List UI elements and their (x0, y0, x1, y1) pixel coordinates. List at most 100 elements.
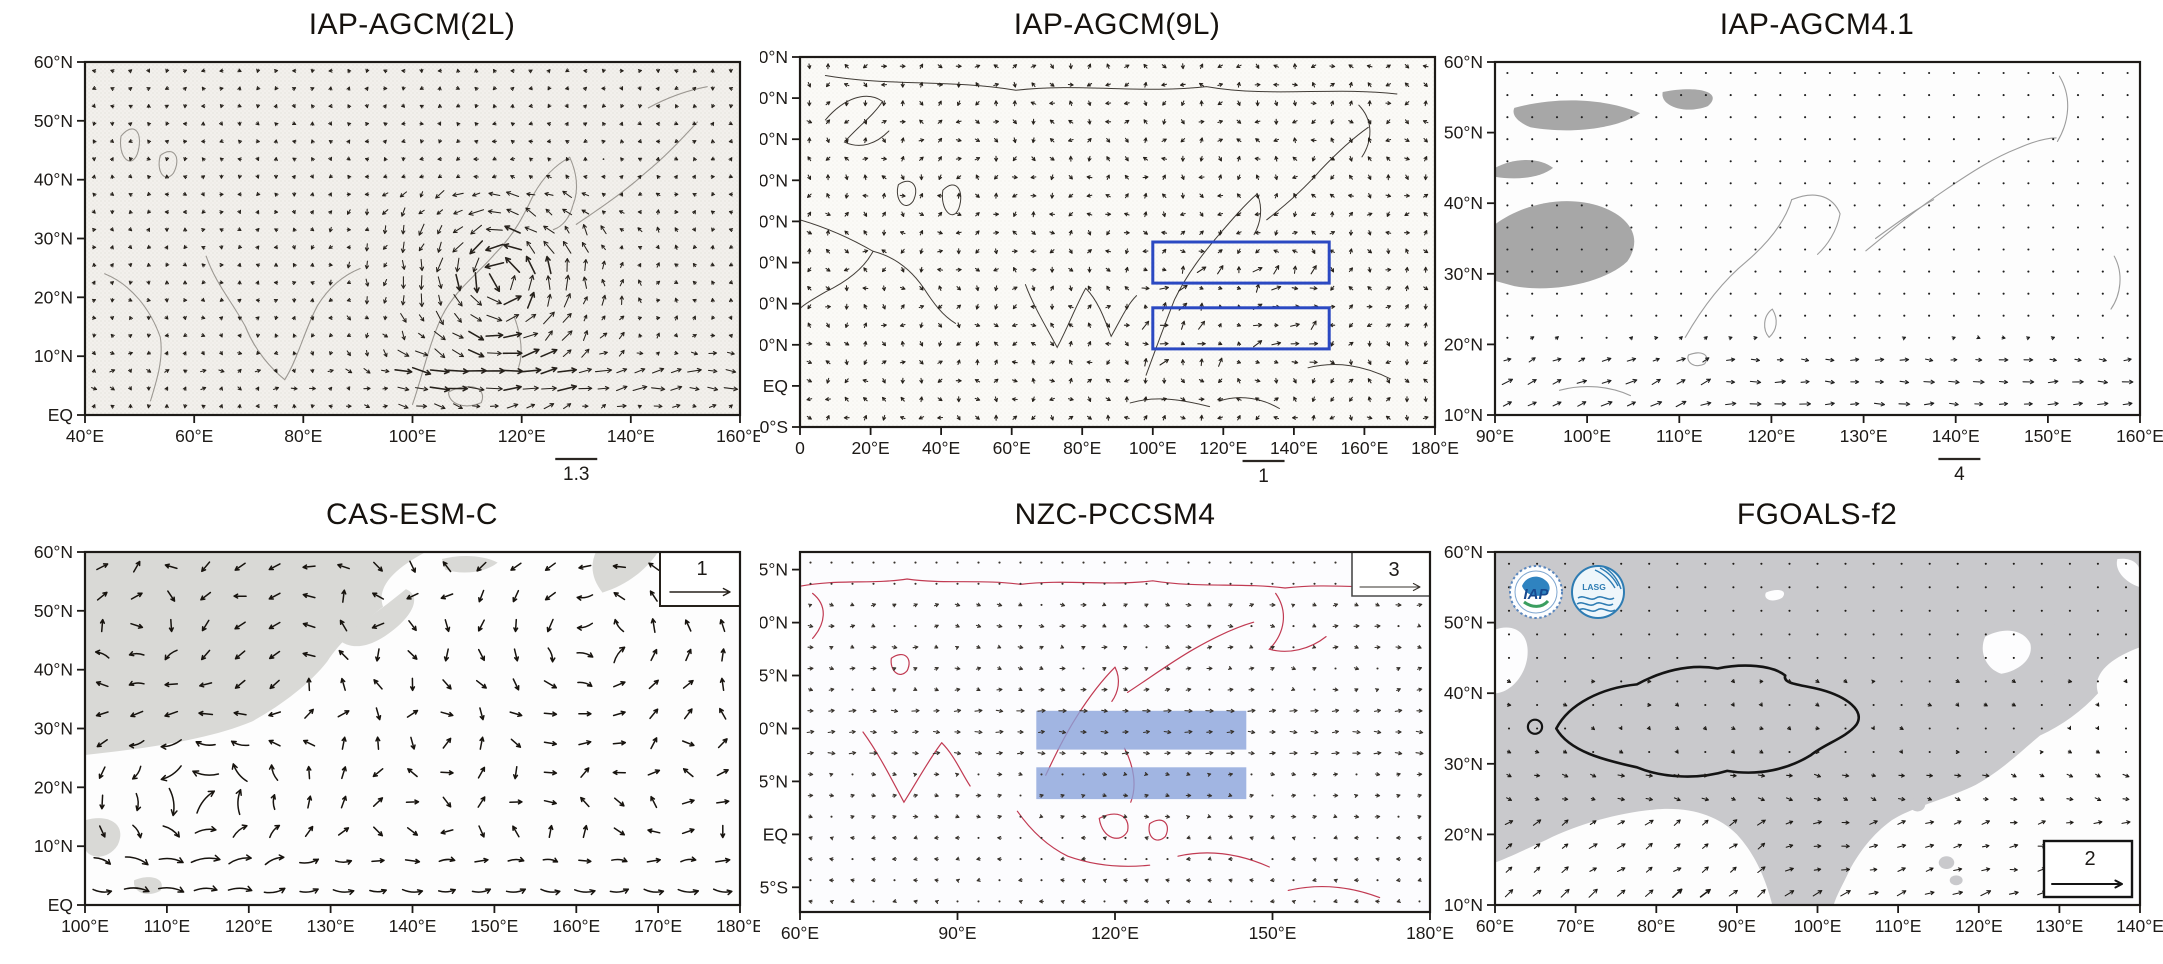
reference-scale-label: 3 (1388, 559, 1399, 581)
y-axis-tick-label: 20°N (1444, 334, 1483, 354)
reference-scale-label: 1 (696, 558, 707, 580)
x-axis-tick-label: 120°E (1199, 438, 1247, 458)
panel-title: IAP-AGCM4.1 (1719, 8, 1915, 41)
y-axis-tick-label: 70°N (760, 88, 788, 108)
highlight-box (1036, 710, 1247, 750)
x-axis-tick-label: 60°E (1476, 916, 1514, 936)
x-axis-tick-label: 120°E (1091, 923, 1139, 943)
panel-title: NZC-PCCSM4 (1014, 498, 1216, 531)
coastlines (105, 87, 708, 406)
x-axis-tick-label: 140°E (2116, 916, 2163, 936)
coastlines (800, 76, 1397, 409)
x-axis-tick-label: 40°E (922, 438, 960, 458)
x-axis-tick-label: 60°E (993, 438, 1031, 458)
y-axis-tick-label: 50°N (760, 170, 788, 190)
y-axis-tick-label: 30°N (1444, 264, 1483, 284)
x-axis-tick-label: 160°E (2116, 426, 2163, 446)
x-axis-tick-label: 180°E (1406, 923, 1454, 943)
vector-field (806, 561, 1424, 904)
y-axis-tick-label: EQ (48, 895, 73, 915)
y-axis-tick-label: 60°N (760, 129, 788, 149)
y-axis-tick-label: 15°S (760, 877, 788, 897)
x-axis-tick-label: 130°E (2035, 916, 2083, 936)
y-axis-tick-label: 60°N (34, 52, 73, 72)
x-axis-tick-label: 90°E (938, 923, 976, 943)
vector-field (1501, 71, 2134, 408)
y-axis-tick-label: 10°N (34, 346, 73, 366)
map-canvas-iap-agcm-9l: 1 80°N 70°N 60°N 50°N 40°N 30°N 20°N 10°N EQ 10°S 0… (760, 47, 1459, 487)
reference-scale-label: 1 (1258, 466, 1269, 487)
reference-scale-label: 2 (2084, 848, 2095, 870)
x-axis-tick-label: 170°E (634, 916, 682, 936)
map-canvas-fgoals-f2: 2 IAP LASG 60°N 50°N 40°N 30°N 20°N 10°N60°E 70°E… (1444, 542, 2163, 936)
y-axis-tick-label: 10°N (760, 335, 788, 355)
x-axis-tick-label: 100°E (1563, 426, 1611, 446)
figure-panel-iap-agcm-4-1: IAP-AGCM4.1 4 60°N 50°N 40°N 30°N 20°N 10°N 90°… (1440, 0, 2163, 490)
x-axis-tick-label: 100°E (1794, 916, 1842, 936)
y-axis-tick-label: 30°N (760, 253, 788, 273)
y-axis-tick-label: 20°N (1444, 824, 1483, 844)
vector-field (92, 560, 733, 896)
y-axis-tick-label: EQ (763, 824, 788, 844)
figure-panel-nzc-pccsm4: NZC-PCCSM4 3 75°N 60°N 45°N 30°N 15°N EQ 15°S 60… (760, 490, 1495, 964)
figure-panel-iap-agcm-2l: IAP-AGCM(2L) 1.3 60°N 50°N 40°N 30°N 20°N 10°N… (0, 0, 760, 490)
reference-scale-bar: 1 (1242, 459, 1285, 487)
axis-frame: 60°N 50°N 40°N 30°N 20°N 10°N90°E 100°E 110°E 12… (1444, 52, 2163, 446)
coastlines (1560, 76, 2121, 395)
vector-field (1504, 562, 2132, 898)
logo-iap-text: IAP (1523, 586, 1549, 603)
x-axis-tick-label: 60°E (175, 426, 213, 446)
highlight-box (1036, 767, 1247, 800)
x-axis-tick-label: 140°E (1932, 426, 1980, 446)
map-background (85, 62, 740, 415)
y-axis-tick-label: 40°N (34, 170, 73, 190)
y-axis-tick-label: 50°N (34, 111, 73, 131)
map-background (800, 57, 1435, 427)
x-axis-tick-label: 160°E (1340, 438, 1388, 458)
reference-scale-bar: 4 (1938, 457, 1981, 485)
x-axis-tick-label: 60°E (781, 923, 819, 943)
highlight-box (1151, 240, 1331, 285)
y-axis-tick-label: 40°N (1444, 683, 1483, 703)
y-axis-tick-label: 50°N (1444, 613, 1483, 633)
y-axis-tick-label: 10°S (760, 417, 788, 437)
panel-title: IAP-AGCM(9L) (1013, 8, 1221, 41)
y-axis-tick-label: 60°N (760, 613, 788, 633)
y-axis-tick-label: 75°N (760, 560, 788, 580)
y-axis-tick-label: 30°N (34, 229, 73, 249)
axis-frame: 75°N 60°N 45°N 30°N 15°N EQ 15°S 60°E 90°E 120°E 1… (760, 550, 1454, 943)
y-axis-tick-label: 50°N (1444, 123, 1483, 143)
x-axis-tick-label: 110°E (1875, 916, 1922, 936)
map-canvas-nzc-pccsm4: 3 75°N 60°N 45°N 30°N 15°N EQ 15°S 60°E 90°E 120°E… (760, 550, 1454, 943)
y-axis-tick-label: 60°N (1444, 542, 1483, 562)
y-axis-tick-label: EQ (763, 376, 788, 396)
reference-scale-label: 1.3 (563, 464, 589, 485)
x-axis-tick-label: 150°E (470, 916, 518, 936)
panel-title: IAP-AGCM(2L) (308, 8, 516, 41)
x-axis-tick-label: 100°E (389, 426, 437, 446)
reference-box: 1 (659, 551, 741, 607)
x-axis-tick-label: 90°E (1718, 916, 1756, 936)
x-axis-tick-label: 110°E (1656, 426, 1703, 446)
y-axis-tick-label: 15°N (760, 771, 788, 791)
x-axis-tick-label: 180°E (716, 916, 760, 936)
highlight-box (1151, 306, 1331, 351)
reference-scale-label: 4 (1954, 464, 1965, 485)
x-axis-tick-label: 130°E (307, 916, 355, 936)
reference-box: 2 (2042, 839, 2134, 899)
y-axis-tick-label: 30°N (1444, 754, 1483, 774)
y-axis-tick-label: 40°N (1444, 193, 1483, 213)
y-axis-tick-label: 20°N (34, 777, 73, 797)
x-axis-tick-label: 140°E (607, 426, 655, 446)
y-axis-tick-label: 20°N (34, 287, 73, 307)
x-axis-tick-label: 150°E (2024, 426, 2072, 446)
x-axis-tick-label: 140°E (1270, 438, 1318, 458)
axis-frame: 60°N 50°N 40°N 30°N 20°N 10°N60°E 70°E 80°E 90°E… (1444, 542, 2163, 936)
figure-panel-cas-esm-c: CAS-ESM-C 1 60°N 50°N 40°N 30°N 20°N 10°N EQ 100… (0, 490, 760, 964)
y-axis-tick-label: 30°N (760, 719, 788, 739)
logo-lasg-text: LASG (1582, 582, 1606, 592)
reference-scale-bar: 1.3 (555, 457, 598, 485)
